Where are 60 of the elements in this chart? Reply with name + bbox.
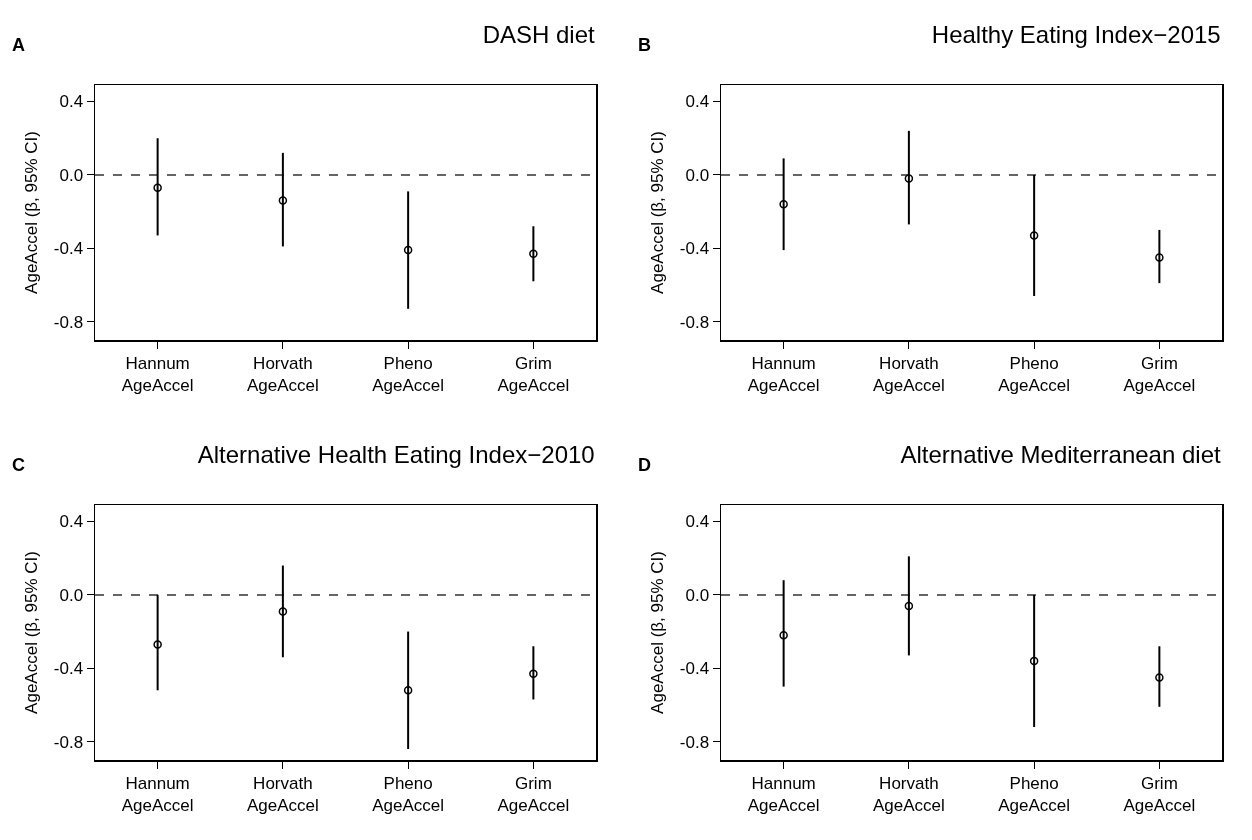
x-tick-label: Grim AgeAccel bbox=[1123, 773, 1196, 815]
y-tick-label: 0.0 bbox=[685, 585, 710, 605]
y-tick-label: 0.4 bbox=[685, 92, 710, 112]
x-tick-label: Pheno AgeAccel bbox=[372, 773, 445, 815]
y-tick-label: 0.4 bbox=[59, 512, 84, 532]
y-tick-label: 0.0 bbox=[685, 165, 710, 185]
x-tick-label: Pheno AgeAccel bbox=[372, 353, 445, 395]
x-tick-label: Grim AgeAccel bbox=[497, 773, 570, 815]
y-tick-label: 0.0 bbox=[59, 165, 84, 185]
point bbox=[153, 640, 162, 649]
point bbox=[779, 199, 788, 209]
point bbox=[403, 245, 413, 255]
x-tick-label: Pheno AgeAccel bbox=[998, 353, 1071, 395]
x-tick-label: Hannum AgeAccel bbox=[121, 353, 194, 395]
point bbox=[529, 669, 538, 679]
y-axis-title: AgeAccel (β, 95% CI) bbox=[21, 551, 41, 714]
point bbox=[278, 196, 288, 205]
x-tick-label: Hannum AgeAccel bbox=[121, 773, 194, 815]
point bbox=[779, 631, 788, 640]
y-tick-label: -0.8 bbox=[679, 732, 710, 752]
x-tick-label: Grim AgeAccel bbox=[497, 353, 570, 395]
chart-title: Healthy Eating Index−2015 bbox=[931, 20, 1221, 48]
chart-title: Alternative Health Eating Index−2010 bbox=[197, 440, 595, 468]
point bbox=[278, 607, 288, 616]
y-tick-label: -0.4 bbox=[53, 239, 84, 259]
y-tick-label: 0.4 bbox=[685, 512, 710, 532]
point bbox=[1155, 673, 1164, 682]
chart-title: DASH diet bbox=[482, 20, 596, 48]
y-tick-label: -0.4 bbox=[679, 659, 710, 679]
y-axis-title: AgeAccel (β, 95% CI) bbox=[21, 131, 41, 294]
point bbox=[403, 686, 413, 695]
x-tick-label: Grim AgeAccel bbox=[1123, 353, 1196, 395]
point bbox=[153, 183, 162, 192]
point bbox=[1155, 253, 1164, 262]
text: B bbox=[638, 35, 651, 55]
y-tick-label: -0.8 bbox=[53, 732, 84, 752]
point bbox=[1029, 231, 1039, 240]
point bbox=[1029, 656, 1039, 666]
x-tick-label: Horvath AgeAccel bbox=[872, 353, 945, 395]
text: D bbox=[638, 455, 651, 475]
x-tick-label: Horvath AgeAccel bbox=[246, 773, 319, 815]
y-axis-title: AgeAccel (β, 95% CI) bbox=[647, 551, 667, 714]
chart-title: Alternative Mediterranean diet bbox=[900, 440, 1222, 468]
text: C bbox=[12, 455, 25, 475]
y-tick-label: -0.4 bbox=[53, 659, 84, 679]
y-tick-label: -0.4 bbox=[679, 239, 710, 259]
text: A bbox=[12, 35, 25, 55]
y-tick-label: -0.8 bbox=[679, 312, 710, 332]
x-tick-label: Pheno AgeAccel bbox=[998, 773, 1071, 815]
y-tick-label: 0.4 bbox=[59, 92, 84, 112]
y-tick-label: 0.0 bbox=[59, 585, 84, 605]
point bbox=[904, 174, 914, 183]
point bbox=[904, 601, 914, 611]
x-tick-label: Horvath AgeAccel bbox=[246, 353, 319, 395]
x-tick-label: Hannum AgeAccel bbox=[747, 773, 820, 815]
x-tick-label: Horvath AgeAccel bbox=[872, 773, 945, 815]
y-tick-label: -0.8 bbox=[53, 312, 84, 332]
y-axis-title: AgeAccel (β, 95% CI) bbox=[647, 131, 667, 294]
point bbox=[529, 249, 538, 259]
x-tick-label: Hannum AgeAccel bbox=[747, 353, 820, 395]
